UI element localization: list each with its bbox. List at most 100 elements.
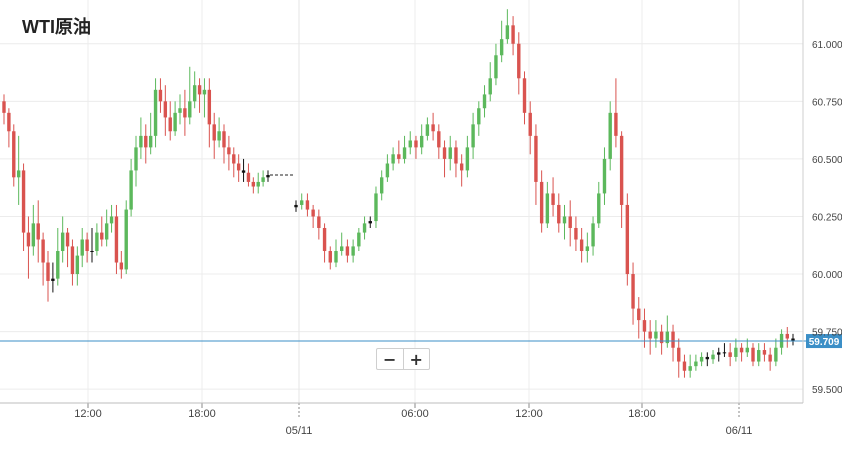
candle <box>12 124 16 187</box>
candle <box>246 163 251 187</box>
candle-body <box>694 361 698 367</box>
candle <box>711 350 715 364</box>
candle <box>129 158 133 217</box>
candle <box>574 216 578 252</box>
candle-body <box>261 177 265 182</box>
candle-body <box>385 163 390 178</box>
zoom-out-button[interactable]: − <box>383 349 397 369</box>
candle <box>705 352 710 367</box>
candle <box>232 147 236 178</box>
candle-body <box>579 239 584 252</box>
y-tick-label: 60.500 <box>812 155 842 166</box>
candle <box>144 124 148 164</box>
candle-body <box>95 232 99 252</box>
candle <box>168 101 172 141</box>
zoom-in-button[interactable]: + <box>402 349 430 369</box>
x-tick-label: 18:00 <box>628 408 656 420</box>
candle-body <box>75 255 80 275</box>
candle <box>768 347 772 371</box>
candle <box>227 135 231 171</box>
candle <box>80 227 84 268</box>
y-tick-label: 60.000 <box>812 270 842 281</box>
candle <box>114 204 119 275</box>
candle <box>134 135 138 187</box>
candle <box>619 131 624 228</box>
candle <box>251 177 256 194</box>
candle <box>109 204 114 233</box>
candle <box>608 101 612 171</box>
candle <box>699 352 704 367</box>
candle-body <box>762 350 767 355</box>
candle <box>591 216 595 256</box>
candle <box>654 320 658 348</box>
candle <box>499 20 504 63</box>
candle-body <box>345 246 350 256</box>
x-tick-label: 06:00 <box>401 408 429 420</box>
candle-body <box>192 85 197 102</box>
candle-body <box>197 85 202 95</box>
candle-body <box>785 333 789 339</box>
candle <box>197 78 202 113</box>
chart-title: WTI原油 <box>22 17 91 37</box>
overlays: 59.709 <box>0 174 842 349</box>
candle-body <box>391 154 395 164</box>
candle <box>104 209 109 247</box>
candle <box>2 94 6 125</box>
candle <box>602 147 607 205</box>
candle-body <box>46 262 50 281</box>
candle <box>568 200 572 247</box>
candle-body <box>334 251 338 263</box>
candle-body <box>362 223 367 233</box>
candle <box>311 204 315 228</box>
candle <box>26 216 31 279</box>
candle <box>728 343 732 367</box>
candle-body <box>51 278 55 281</box>
candle <box>694 354 698 371</box>
candle <box>294 200 298 212</box>
candle-body <box>305 200 310 210</box>
candle-body <box>31 223 36 247</box>
candle <box>188 66 192 125</box>
candle <box>637 297 641 339</box>
candle <box>477 101 481 136</box>
candle-body <box>374 193 378 222</box>
candle-body <box>431 124 435 132</box>
candle <box>300 193 304 210</box>
candle <box>322 223 327 263</box>
candle <box>56 227 60 286</box>
candle <box>351 239 355 263</box>
candle-body <box>402 147 407 159</box>
candle-body <box>153 89 158 136</box>
candle-body <box>437 131 441 148</box>
candle-body <box>36 223 40 240</box>
candle <box>597 181 601 228</box>
candle <box>488 62 492 102</box>
candle-body <box>419 135 424 148</box>
candle <box>734 338 738 362</box>
candle-body <box>256 181 260 187</box>
candle-body <box>340 246 344 252</box>
candle <box>442 140 447 178</box>
candle-body <box>60 232 65 252</box>
axes: 59.500 59.750 60.000 60.250 60.500 60.750 61.0… <box>0 0 842 437</box>
candle-body <box>677 347 681 362</box>
candle-body <box>158 89 163 102</box>
current-price-label: 59.709 <box>809 337 840 348</box>
candle <box>328 246 332 270</box>
candle-body <box>539 181 544 224</box>
candle <box>762 343 767 362</box>
candle <box>163 85 168 136</box>
candle <box>148 112 153 155</box>
candle-body <box>65 232 70 247</box>
candle-body <box>70 246 75 275</box>
candle-body <box>368 221 372 224</box>
candle-body <box>705 356 710 360</box>
candle-body <box>328 251 332 263</box>
candle <box>65 227 70 268</box>
candle-body <box>602 158 607 194</box>
candle-body <box>56 251 60 279</box>
candle <box>119 251 124 279</box>
candle-body <box>168 117 172 132</box>
